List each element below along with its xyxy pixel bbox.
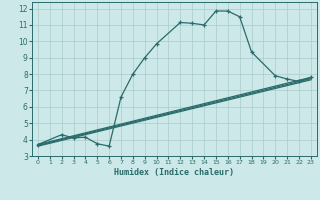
X-axis label: Humidex (Indice chaleur): Humidex (Indice chaleur) <box>115 168 234 177</box>
